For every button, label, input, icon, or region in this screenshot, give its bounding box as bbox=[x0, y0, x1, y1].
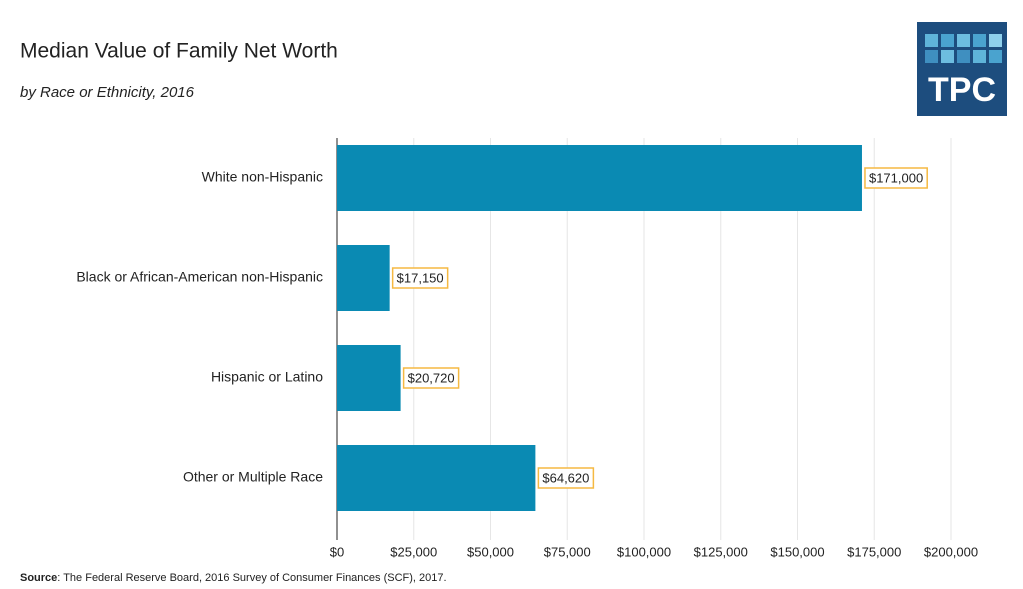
source: Source: The Federal Reserve Board, 2016 … bbox=[20, 572, 447, 584]
x-tick-label: $175,000 bbox=[847, 544, 901, 559]
x-tick-label: $125,000 bbox=[694, 544, 748, 559]
y-tick-label: Other or Multiple Race bbox=[183, 469, 323, 485]
value-label: $64,620 bbox=[542, 470, 589, 485]
y-tick-label: White non-Hispanic bbox=[202, 169, 323, 185]
x-tick-label: $150,000 bbox=[770, 544, 824, 559]
value-label-box bbox=[402, 367, 460, 389]
logo: TPC bbox=[917, 22, 1007, 116]
chart-title: Median Value of Family Net Worth bbox=[20, 40, 338, 63]
value-label-box bbox=[391, 267, 449, 289]
x-tick-label: $100,000 bbox=[617, 544, 671, 559]
y-tick-label: Black or African-American non-Hispanic bbox=[76, 269, 323, 285]
bar bbox=[337, 245, 390, 311]
bar bbox=[337, 445, 536, 511]
x-tick-label: $200,000 bbox=[924, 544, 978, 559]
value-label: $171,000 bbox=[869, 170, 923, 185]
source-text: : The Federal Reserve Board, 2016 Survey… bbox=[57, 572, 446, 584]
x-tick-label: $0 bbox=[330, 544, 344, 559]
y-tick-label: Hispanic or Latino bbox=[211, 369, 323, 385]
value-label: $20,720 bbox=[408, 370, 455, 385]
value-label-box bbox=[537, 467, 595, 489]
logo-text: TPC bbox=[928, 71, 996, 109]
x-tick-label: $25,000 bbox=[390, 544, 437, 559]
x-tick-label: $75,000 bbox=[544, 544, 591, 559]
x-tick-label: $50,000 bbox=[467, 544, 514, 559]
source-label: Source bbox=[20, 572, 57, 584]
bar bbox=[337, 345, 401, 411]
bar bbox=[337, 145, 862, 211]
value-label: $17,150 bbox=[397, 270, 444, 285]
value-label-box bbox=[864, 167, 928, 189]
chart-subtitle: by Race or Ethnicity, 2016 bbox=[20, 84, 195, 101]
